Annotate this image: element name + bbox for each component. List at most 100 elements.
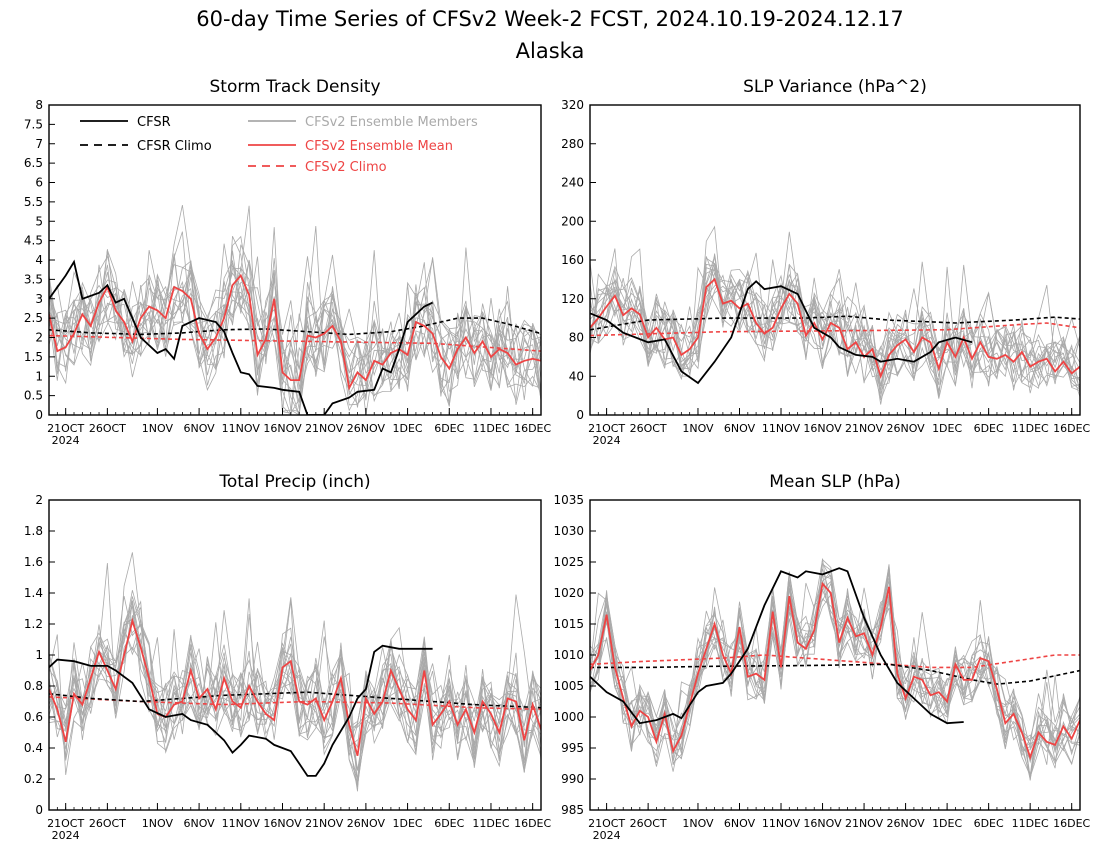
ensemble-member-line xyxy=(49,600,541,788)
y-tick-label: 1 xyxy=(35,648,43,662)
x-tick-label: 11NOV xyxy=(762,422,801,435)
x-tick-label: 21OCT xyxy=(588,817,625,830)
legend-label: CFSv2 Ensemble Mean xyxy=(305,139,453,154)
y-tick-label: 1 xyxy=(35,369,43,383)
figure-title: 60-day Time Series of CFSv2 Week-2 FCST,… xyxy=(196,7,903,31)
ensemble-member-line xyxy=(590,256,1080,391)
plot-frame xyxy=(589,499,1081,811)
y-tick-label: 40 xyxy=(569,369,584,383)
ensemble-member-line xyxy=(590,231,1080,389)
x-tick-label: 21NOV xyxy=(305,817,344,830)
x-tick-label: 21NOV xyxy=(845,422,884,435)
x-tick-label: 16NOV xyxy=(803,817,842,830)
x-tick-label: 21NOV xyxy=(305,422,344,435)
ensemble-member-line xyxy=(49,596,541,786)
ensemble-member-line xyxy=(49,264,541,414)
y-tick-label: 1.4 xyxy=(24,586,43,600)
x-tick-label: 1NOV xyxy=(142,817,174,830)
x-tick-label: 1DEC xyxy=(393,817,423,830)
x-tick-label: 1DEC xyxy=(932,422,962,435)
y-tick-label: 1.2 xyxy=(24,617,43,631)
y-tick-label: 1035 xyxy=(553,493,584,507)
y-tick-label: 0 xyxy=(35,803,43,817)
y-tick-label: 1020 xyxy=(553,586,584,600)
legend-label: CFSv2 Climo xyxy=(305,160,387,175)
panel-title: Storm Track Density xyxy=(209,77,380,97)
ensemble-mean-line xyxy=(49,273,541,391)
ensemble-mean-line xyxy=(590,277,1080,380)
cfsr-line xyxy=(49,644,433,777)
x-tick-label: 6DEC xyxy=(434,422,464,435)
ensemble-member-line xyxy=(590,257,1080,388)
panel-title: SLP Variance (hPa^2) xyxy=(743,77,927,97)
y-tick-label: 0 xyxy=(576,408,584,422)
chart-panels: Storm Track Density 0 0.5 1 1.5 2 2.5 3 3.5 4 4.5 5… xyxy=(24,77,1091,842)
y-tick-label: 120 xyxy=(561,292,584,306)
x-tick-label: 11DEC xyxy=(1012,817,1049,830)
ensemble-member-line xyxy=(590,565,1080,772)
y-tick-label: 995 xyxy=(561,741,584,755)
y-tick-label: 2 xyxy=(35,331,43,345)
x-tick-label: 26OCT xyxy=(89,422,126,435)
x-tick-label: 11DEC xyxy=(472,422,509,435)
x-tick-label: 1NOV xyxy=(142,422,174,435)
y-tick-label: 0 xyxy=(35,408,43,422)
y-tick-label: 6 xyxy=(35,176,43,190)
y-tick-label: 2.5 xyxy=(24,311,43,325)
y-tick-label: 80 xyxy=(569,331,584,345)
x-tick-label: 16DEC xyxy=(514,817,551,830)
panel-title: Mean SLP (hPa) xyxy=(769,472,901,492)
x-tick-label: 11DEC xyxy=(1012,422,1049,435)
cfsr-climo-line xyxy=(590,663,1080,685)
y-tick-label: 240 xyxy=(561,176,584,190)
y-tick-label: 0.4 xyxy=(24,741,43,755)
x-tick-label: 16DEC xyxy=(514,422,551,435)
y-tick-label: 1.5 xyxy=(24,350,43,364)
x-tick-label: 1NOV xyxy=(682,817,714,830)
ensemble-member-line xyxy=(49,606,541,756)
chart-mslp: Mean SLP (hPa) 985 990 995 1000 1005 1010 1015 1… xyxy=(553,472,1090,842)
x-tick-label: 26NOV xyxy=(886,422,925,435)
y-tick-label: 985 xyxy=(561,803,584,817)
x-year-label: 2024 xyxy=(593,434,621,447)
x-tick-label: 26NOV xyxy=(347,817,386,830)
y-tick-label: 3 xyxy=(35,292,43,306)
y-tick-label: 0.2 xyxy=(24,772,43,786)
ensemble-member-line xyxy=(590,263,1080,399)
x-tick-label: 16DEC xyxy=(1053,817,1090,830)
cfsr-climo-line xyxy=(590,315,1080,331)
x-tick-label: 1DEC xyxy=(932,817,962,830)
y-tick-label: 1000 xyxy=(553,710,584,724)
ensemble-mean-line xyxy=(590,581,1080,761)
x-year-label: 2024 xyxy=(52,829,80,842)
cfsv2-climo-line xyxy=(49,696,541,711)
y-tick-label: 1005 xyxy=(553,679,584,693)
legend-label: CFSR xyxy=(137,115,171,130)
y-tick-label: 1.8 xyxy=(24,524,43,538)
cfsr-line xyxy=(590,280,973,385)
y-tick-label: 8 xyxy=(35,98,43,112)
chart-slp_var: SLP Variance (hPa^2) 0 40 80 120 160 200 240 280… xyxy=(561,77,1090,447)
x-tick-label: 1DEC xyxy=(393,422,423,435)
cfsr-climo-line xyxy=(49,317,541,336)
plot-area xyxy=(49,552,541,792)
x-tick-label: 21OCT xyxy=(588,422,625,435)
x-tick-label: 6NOV xyxy=(724,422,756,435)
x-tick-label: 26NOV xyxy=(886,817,925,830)
ensemble-member-line xyxy=(49,247,541,415)
ensemble-member-line xyxy=(590,564,1080,754)
x-tick-label: 6NOV xyxy=(183,817,215,830)
y-tick-label: 4 xyxy=(35,253,43,267)
y-tick-label: 1030 xyxy=(553,524,584,538)
x-tick-label: 6DEC xyxy=(434,817,464,830)
cfsr-line xyxy=(49,259,433,415)
y-tick-label: 4.5 xyxy=(24,234,43,248)
ensemble-member-line xyxy=(49,590,541,773)
x-tick-label: 26NOV xyxy=(347,422,386,435)
cfsv2-climo-line xyxy=(590,322,1080,337)
x-tick-label: 6NOV xyxy=(724,817,756,830)
x-year-label: 2024 xyxy=(52,434,80,447)
y-tick-label: 0.8 xyxy=(24,679,43,693)
x-tick-label: 26OCT xyxy=(89,817,126,830)
x-tick-label: 21NOV xyxy=(845,817,884,830)
